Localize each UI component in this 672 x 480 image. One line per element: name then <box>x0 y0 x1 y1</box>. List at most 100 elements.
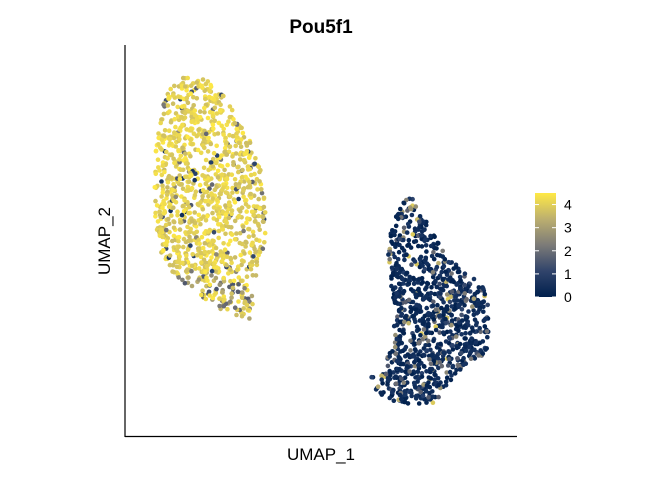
cell-point <box>449 271 454 276</box>
cell-point <box>204 275 209 280</box>
cell-point <box>430 352 435 357</box>
cell-point <box>166 204 172 209</box>
cell-point <box>165 180 171 185</box>
cell-point <box>233 143 238 149</box>
cell-point <box>224 140 229 145</box>
cell-point <box>394 266 400 272</box>
cell-point <box>448 275 453 280</box>
cell-point <box>203 157 209 163</box>
cell-point <box>256 213 261 219</box>
cell-point <box>247 250 253 255</box>
cell-point <box>175 259 180 265</box>
cell-point <box>202 145 207 151</box>
cell-point <box>458 278 463 284</box>
cell-point <box>226 271 231 276</box>
cell-point <box>198 254 204 260</box>
cell-point <box>431 299 436 305</box>
cell-point <box>182 280 188 286</box>
cell-point <box>475 289 481 295</box>
colorbar-tick-label: 0 <box>564 289 572 305</box>
cell-point <box>203 81 209 87</box>
cell-point <box>223 190 229 195</box>
cell-point <box>163 222 169 228</box>
cell-point <box>444 375 450 381</box>
cell-point <box>387 350 393 356</box>
cell-point <box>203 131 209 137</box>
cell-point <box>435 240 441 246</box>
cell-point <box>423 222 429 228</box>
cell-point <box>210 122 216 127</box>
cell-point <box>172 160 177 166</box>
cell-point <box>226 119 231 124</box>
cell-point <box>189 219 195 224</box>
cell-point <box>170 187 175 193</box>
cell-point <box>438 294 443 300</box>
cell-point <box>184 174 189 179</box>
cell-point <box>432 234 437 240</box>
cell-point <box>420 321 426 327</box>
cell-point <box>217 191 223 197</box>
cell-point <box>206 193 211 199</box>
cell-point <box>185 134 190 140</box>
cell-point <box>223 203 228 208</box>
cell-point <box>393 300 399 305</box>
cell-point <box>427 357 432 362</box>
cell-point <box>192 108 198 113</box>
cell-point <box>170 93 176 98</box>
cell-point <box>483 347 488 352</box>
cell-point <box>223 231 228 237</box>
cell-point <box>160 205 165 211</box>
cell-point <box>431 317 437 322</box>
cell-point <box>461 355 466 361</box>
cell-point <box>153 210 158 216</box>
cell-point <box>244 220 249 225</box>
cell-point <box>468 340 474 346</box>
cell-point <box>242 251 247 256</box>
cell-point <box>436 365 441 371</box>
cell-point <box>426 338 431 344</box>
cell-point <box>408 348 413 353</box>
cell-point <box>186 275 191 280</box>
cell-point <box>394 271 400 277</box>
cell-point <box>423 293 429 299</box>
cell-point <box>239 313 245 319</box>
cell-point <box>180 277 185 283</box>
colorbar-ticks: 0 1 2 3 4 <box>535 197 572 305</box>
cell-point <box>455 298 460 303</box>
cell-point <box>189 283 195 289</box>
cell-point <box>245 307 251 313</box>
cell-point <box>232 177 238 182</box>
cell-point <box>189 119 194 125</box>
cell-point <box>423 255 429 261</box>
cell-point <box>392 344 398 350</box>
cell-point <box>260 214 266 220</box>
cell-point <box>229 295 234 300</box>
cell-point <box>173 194 179 200</box>
cell-point <box>214 111 220 116</box>
cell-point <box>458 350 464 356</box>
cell-point <box>219 253 224 258</box>
cell-point <box>402 375 408 381</box>
cell-point <box>213 269 218 274</box>
cell-point <box>183 151 188 156</box>
cell-point <box>248 266 254 272</box>
cell-point <box>424 285 429 290</box>
cell-point <box>259 187 264 192</box>
cell-point <box>159 137 165 142</box>
cell-point <box>401 225 407 231</box>
cell-point <box>428 233 433 239</box>
cell-point <box>400 329 405 335</box>
cell-point <box>428 290 434 296</box>
cell-point <box>219 164 225 169</box>
cell-point <box>177 254 182 260</box>
cell-point <box>220 227 226 232</box>
cell-point <box>232 218 238 224</box>
cell-point <box>456 328 461 334</box>
cell-point <box>213 245 219 251</box>
cell-point <box>158 230 163 235</box>
cell-point <box>232 120 238 126</box>
cell-point <box>393 244 398 249</box>
cell-point <box>419 276 425 281</box>
cell-point <box>196 127 201 133</box>
